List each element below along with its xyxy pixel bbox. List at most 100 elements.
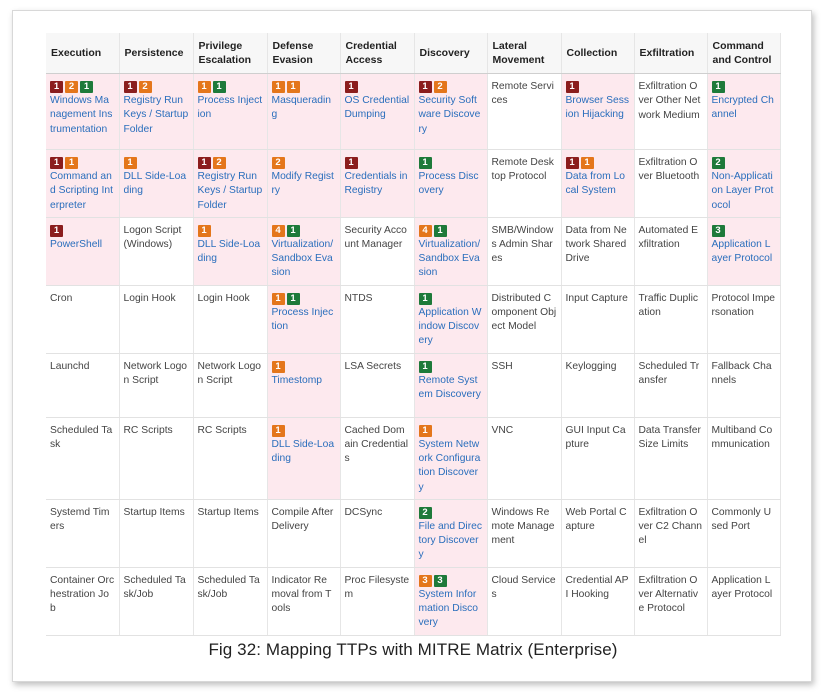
technique-link[interactable]: Application Layer Protocol: [711, 238, 773, 265]
technique-cell[interactable]: 1 2 Registry Run Keys / Startup Folder: [119, 73, 194, 150]
technique-link[interactable]: Registry Run Keys / Startup Folder: [197, 171, 263, 211]
badge-group: 1: [418, 424, 483, 438]
table-row: 1 2 1 Windows Management Instrumentation 1 2 R…: [46, 73, 781, 150]
technique-cell[interactable]: 1 PowerShell: [46, 217, 120, 286]
column-header: Discovery: [414, 33, 488, 74]
technique-cell[interactable]: 2 Modify Registry: [267, 149, 341, 218]
count-badge-orange: 1: [197, 81, 211, 93]
technique-label: Data from Network Shared Drive: [565, 224, 627, 265]
badge-group: 1: [418, 156, 483, 170]
count-badge-green: 1: [286, 292, 300, 305]
technique-label: Traffic Duplication: [638, 292, 699, 319]
count-badge-orange: 1: [65, 157, 78, 169]
technique-link[interactable]: Virtualization/Sandbox Evasion: [418, 238, 481, 279]
technique-link[interactable]: Modify Registry: [271, 171, 334, 197]
technique-link[interactable]: DLL Side-Loading: [197, 238, 261, 265]
technique-cell: Remote Services: [487, 73, 562, 150]
technique-cell: Commonly Used Port: [707, 499, 781, 568]
technique-cell[interactable]: 1 Remote System Discovery: [414, 353, 488, 418]
technique-link[interactable]: Non-Application Layer Protocol: [711, 171, 774, 211]
technique-label: Login Hook: [197, 292, 250, 304]
technique-link[interactable]: DLL Side-Loading: [271, 438, 335, 464]
technique-cell: RC Scripts: [119, 417, 194, 500]
technique-cell[interactable]: 1 2 1 Windows Management Instrumentation: [46, 73, 120, 150]
badge-group: 1: [50, 224, 115, 238]
technique-cell[interactable]: 1 Application Window Discovery: [414, 285, 488, 354]
technique-link[interactable]: PowerShell: [50, 238, 103, 250]
technique-cell[interactable]: 1 2 Registry Run Keys / Startup Folder: [193, 149, 268, 218]
count-badge-red: 1: [418, 81, 432, 93]
count-badge-orange: 1: [580, 157, 594, 169]
count-badge-green: 1: [286, 224, 300, 237]
technique-link[interactable]: Process Injection: [197, 95, 263, 121]
technique-link[interactable]: Encrypted Channel: [711, 95, 774, 121]
technique-cell[interactable]: 1 DLL Side-Loading: [193, 217, 268, 286]
technique-link[interactable]: Virtualization/Sandbox Evasion: [271, 238, 334, 279]
technique-label: Network Logon Script: [123, 360, 188, 386]
technique-cell[interactable]: 1 1 Data from Local System: [561, 149, 635, 218]
technique-link[interactable]: Timestomp: [271, 374, 323, 386]
technique-cell: GUI Input Capture: [561, 417, 635, 500]
technique-cell: Scheduled Task/Job: [193, 567, 268, 636]
technique-cell[interactable]: 1 DLL Side-Loading: [267, 417, 341, 500]
technique-cell[interactable]: 1 2 Security Software Discovery: [414, 73, 488, 150]
technique-link[interactable]: Browser Session Hijacking: [565, 95, 630, 121]
technique-cell: Remote Desktop Protocol: [487, 149, 562, 218]
technique-link[interactable]: Windows Management Instrumentation: [50, 95, 113, 135]
technique-cell: Startup Items: [119, 499, 194, 568]
technique-cell[interactable]: 1 Process Discovery: [414, 149, 488, 218]
technique-cell[interactable]: 1 OS Credential Dumping: [340, 73, 415, 150]
technique-label: Distributed Component Object Model: [491, 292, 557, 333]
technique-link[interactable]: Command and Scripting Interpreter: [50, 171, 113, 211]
count-badge-red: 1: [50, 81, 63, 93]
technique-label: Input Capture: [565, 292, 628, 304]
technique-cell[interactable]: 1 System Network Configuration Discovery: [414, 417, 488, 500]
technique-cell: Windows Remote Management: [487, 499, 562, 568]
technique-link[interactable]: OS Credential Dumping: [344, 95, 410, 121]
technique-link[interactable]: Security Software Discovery: [418, 95, 481, 135]
technique-cell: Security Account Manager: [340, 217, 415, 286]
technique-cell[interactable]: 1 Browser Session Hijacking: [561, 73, 635, 150]
technique-cell[interactable]: 1 1 Masquerading: [267, 73, 341, 150]
technique-link[interactable]: Process Discovery: [418, 171, 479, 197]
technique-link[interactable]: System Network Configuration Discovery: [418, 438, 481, 493]
technique-cell[interactable]: 4 1 Virtualization/Sandbox Evasion: [267, 217, 341, 286]
technique-cell[interactable]: 3 3 System Information Discovery: [414, 567, 488, 636]
technique-label: Remote Services: [491, 81, 554, 107]
technique-label: Scheduled Task/Job: [197, 574, 260, 601]
technique-link[interactable]: Credentials in Registry: [344, 171, 408, 197]
technique-cell[interactable]: 1 1 Process Injection: [193, 73, 268, 150]
technique-label: NTDS: [344, 292, 373, 304]
technique-cell[interactable]: 1 1 Process Injection: [267, 285, 341, 354]
technique-link[interactable]: File and Directory Discovery: [418, 520, 483, 561]
technique-cell[interactable]: 2 File and Directory Discovery: [414, 499, 488, 568]
technique-cell: Systemd Timers: [46, 499, 120, 568]
technique-label: Protocol Impersonation: [711, 292, 776, 319]
technique-cell[interactable]: 3 Application Layer Protocol: [707, 217, 781, 286]
technique-link[interactable]: DLL Side-Loading: [123, 171, 187, 197]
technique-link[interactable]: System Information Discovery: [418, 588, 479, 629]
technique-link[interactable]: Process Injection: [271, 306, 334, 333]
technique-cell[interactable]: 1 Timestomp: [267, 353, 341, 418]
technique-link[interactable]: Data from Local System: [565, 171, 626, 197]
count-badge-green: 3: [433, 574, 447, 587]
column-header: Collection: [561, 33, 635, 74]
technique-cell[interactable]: 4 1 Virtualization/Sandbox Evasion: [414, 217, 488, 286]
badge-group: 1: [271, 424, 336, 438]
technique-label: Data Transfer Size Limits: [638, 424, 701, 450]
technique-cell[interactable]: 1 DLL Side-Loading: [119, 149, 194, 218]
technique-label: Compile After Delivery: [271, 506, 334, 533]
technique-link[interactable]: Registry Run Keys / Startup Folder: [123, 95, 189, 135]
technique-cell[interactable]: 2 Non-Application Layer Protocol: [707, 149, 781, 218]
technique-cell[interactable]: 1 Encrypted Channel: [707, 73, 781, 150]
badge-group: 3: [711, 224, 776, 238]
count-badge-green: 1: [418, 157, 432, 169]
technique-link[interactable]: Masquerading: [271, 95, 332, 121]
technique-cell[interactable]: 1 1 Command and Scripting Interpreter: [46, 149, 120, 218]
technique-link[interactable]: Application Window Discovery: [418, 306, 482, 347]
technique-cell[interactable]: 1 Credentials in Registry: [340, 149, 415, 218]
technique-label: Windows Remote Management: [491, 506, 555, 547]
technique-link[interactable]: Remote System Discovery: [418, 374, 481, 400]
